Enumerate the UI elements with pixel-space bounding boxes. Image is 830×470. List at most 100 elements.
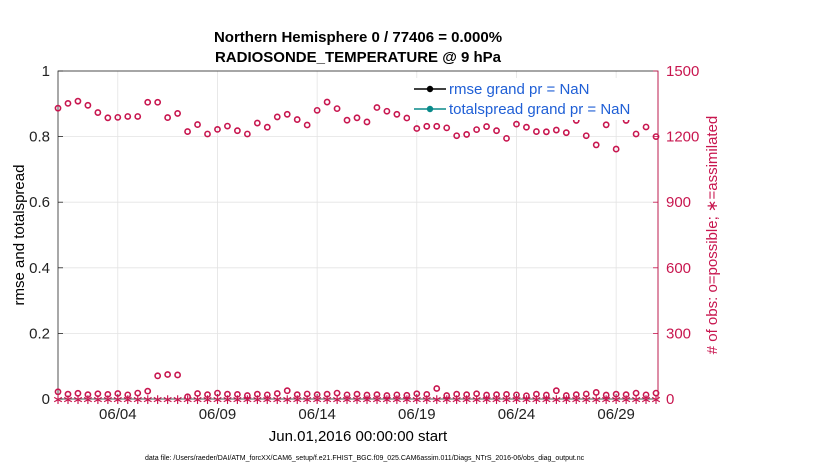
obs-possible-point: [174, 110, 182, 117]
obs-assimilated-point: ∗: [590, 392, 602, 408]
obs-possible-point: [612, 145, 620, 153]
y-axis-left: 0 0.2 0.4 0.6 0.8 1: [29, 63, 63, 408]
obs-possible-point: [124, 113, 132, 120]
y2-tick-label: 1500: [666, 63, 699, 80]
obs-possible-point: [164, 114, 172, 121]
obs-assimilated-point: ∗: [431, 392, 443, 408]
obs-possible-point: [483, 123, 490, 130]
obs-possible-point: [164, 371, 172, 378]
obs-possible-point: [463, 131, 471, 138]
obs-possible-point: [94, 109, 102, 116]
obs-assimilated-point: ∗: [541, 392, 553, 408]
obs-possible-point: [283, 387, 291, 395]
obs-possible-point: [243, 392, 251, 399]
obs-possible-point: [114, 390, 122, 397]
obs-possible-point: [552, 387, 560, 395]
obs-possible-point: [642, 123, 650, 131]
legend-rmse-label: rmse grand pr = NaN: [449, 81, 589, 98]
obs-assimilated-point: ∗: [650, 392, 662, 408]
obs-assimilated-point: ∗: [371, 392, 383, 408]
obs-possible-point: [443, 392, 451, 399]
obs-possible-point: [592, 389, 600, 396]
obs-assimilated-point: ∗: [152, 392, 164, 408]
obs-possible-point: [632, 389, 640, 397]
obs-assimilated-point: ∗: [62, 392, 74, 408]
x-axis: 06/04 06/09 06/14 06/19 06/24 06/29: [99, 394, 635, 423]
obs-assimilated-point: ∗: [52, 392, 64, 408]
obs-possible-point: [144, 98, 152, 106]
obs-possible-point: [503, 134, 510, 142]
obs-possible-point: [154, 372, 162, 380]
obs-assimilated-point: ∗: [620, 392, 632, 408]
obs-assimilated-point: ∗: [550, 392, 562, 408]
obs-possible-point: [373, 391, 381, 399]
obs-assimilated-point: ∗: [72, 392, 84, 408]
obs-possible-point: [453, 132, 461, 140]
data-file-footnote: data file: /Users/raeder/DAI/ATM_forcXX/…: [145, 455, 585, 462]
obs-possible-point: [642, 391, 650, 399]
obs-possible-point: [622, 391, 630, 399]
obs-assimilated-point: ∗: [351, 392, 363, 408]
obs-possible-point: [403, 114, 411, 122]
obs-possible-point: [124, 391, 132, 399]
obs-assimilated-point: ∗: [461, 392, 473, 408]
obs-possible-point: [353, 114, 361, 122]
obs-possible-point: [523, 392, 530, 400]
obs-possible-point: [393, 110, 401, 118]
obs-assimilated-point: ∗: [182, 392, 194, 408]
legend-rmse-marker: [426, 85, 434, 93]
obs-possible-point: [313, 106, 321, 114]
obs-possible-point: [552, 126, 560, 134]
obs-possible-point: [423, 122, 431, 130]
obs-assimilated-point: ∗: [261, 392, 273, 408]
obs-assimilated-point: ∗: [570, 392, 582, 408]
y-axis-label: rmse and totalspread: [11, 165, 28, 306]
obs-possible-point: [214, 125, 221, 133]
obs-assimilated-point: ∗: [401, 392, 413, 408]
y-tick-label: 0.4: [29, 260, 50, 277]
y2-tick-label: 0: [666, 391, 674, 408]
obs-possible-point: [533, 390, 540, 398]
obs-possible-point: [273, 390, 281, 397]
obs-possible-point: [54, 104, 62, 112]
x-tick-label: 06/29: [597, 406, 635, 423]
obs-possible-point: [473, 126, 481, 134]
obs-possible-point: [413, 125, 421, 132]
legend-totalspread-marker: [426, 105, 434, 113]
obs-possible-point: [293, 391, 301, 399]
obs-possible-point: [253, 119, 261, 127]
obs-possible-point: [273, 113, 281, 121]
obs-possible-point: [652, 389, 660, 397]
obs-assimilated-point: ∗: [132, 392, 144, 408]
obs-possible-point: [503, 391, 510, 398]
obs-assimilated-point: ∗: [640, 392, 652, 408]
obs-assimilated-point: ∗: [222, 392, 234, 408]
obs-possible-point: [373, 104, 381, 111]
x-axis-label: Jun.01,2016 00:00:00 start: [269, 428, 448, 445]
obs-possible-point: [363, 118, 371, 126]
obs-possible-point: [323, 390, 331, 398]
x-tick-label: 06/19: [398, 406, 436, 423]
obs-possible-point: [433, 385, 441, 392]
obs-assimilated-point: ∗: [112, 392, 124, 408]
obs-possible-point: [224, 122, 231, 130]
obs-assimilated-point: ∗: [531, 392, 543, 408]
obs-possible-point: [453, 390, 461, 398]
obs-possible-point: [263, 391, 271, 399]
chart-title: Northern Hemisphere 0 / 77406 = 0.000%: [214, 29, 502, 46]
obs-possible-point: [224, 390, 231, 398]
obs-assimilated-point: ∗: [291, 392, 303, 408]
obs-possible-point: [293, 116, 301, 123]
obs-possible-point: [104, 114, 112, 122]
obs-assimilated-point: ∗: [102, 392, 114, 408]
obs-assimilated-point: ∗: [202, 392, 214, 408]
obs-assimilated-point: ∗: [491, 392, 503, 408]
obs-assimilated-point: ∗: [122, 392, 134, 408]
obs-possible-point: [602, 391, 610, 399]
obs-possible-point: [174, 371, 182, 379]
obs-possible-point: [473, 390, 481, 398]
obs-assimilated-point: ∗: [172, 392, 184, 408]
data-marks: ∗∗∗∗∗∗∗∗∗∗∗∗∗∗∗∗∗∗∗∗∗∗∗∗∗∗∗∗∗∗∗∗∗∗∗∗∗∗∗∗…: [52, 97, 662, 408]
obs-assimilated-point: ∗: [511, 392, 523, 408]
